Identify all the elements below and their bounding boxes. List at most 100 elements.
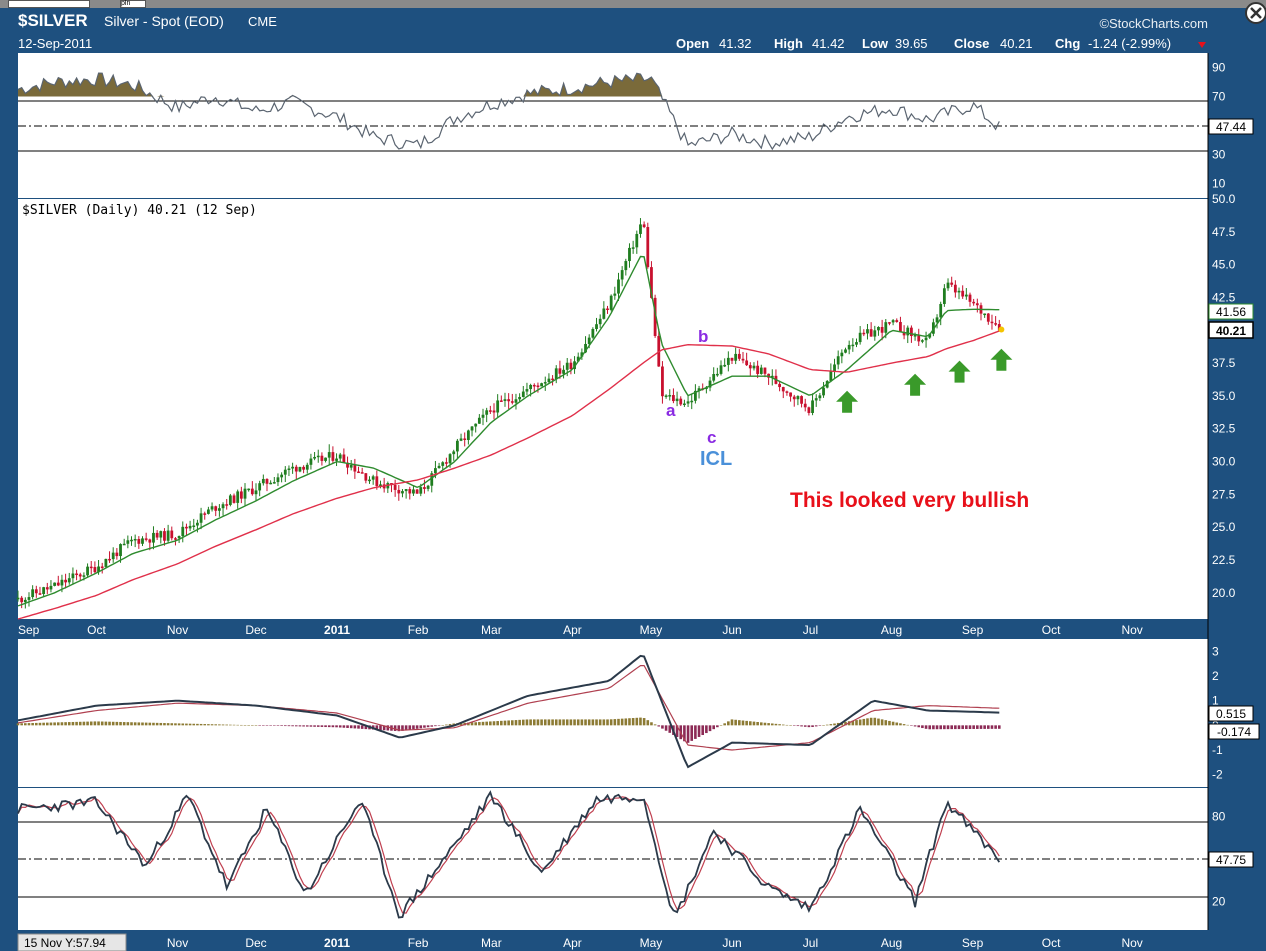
macd-histogram-bar <box>42 722 45 726</box>
toolbar-tab[interactable]: pln <box>120 0 146 8</box>
candle-body <box>111 552 115 560</box>
macd-histogram-bar <box>869 717 873 726</box>
macd-histogram-bar <box>976 725 979 729</box>
candle-body <box>401 491 404 494</box>
candle-body <box>122 543 126 546</box>
macd-histogram-bar <box>166 723 170 726</box>
macd-histogram-bar <box>617 718 620 726</box>
candle-body <box>595 324 598 330</box>
candle-body <box>82 575 86 577</box>
macd-histogram-bar <box>185 723 188 726</box>
macd-histogram-bar <box>349 725 353 729</box>
macd-histogram-bar <box>298 725 302 727</box>
macd-histogram-bar <box>716 725 719 728</box>
macd-histogram-bar <box>382 725 386 731</box>
candle-body <box>814 398 818 401</box>
macd-histogram-bar <box>199 723 203 726</box>
candle-body <box>393 485 397 490</box>
y-tick-label: 35.0 <box>1212 389 1236 403</box>
y-tick-label: 47.5 <box>1212 225 1236 239</box>
macd-histogram-bar <box>873 717 877 726</box>
candle-body <box>42 587 46 594</box>
candle-body <box>185 526 188 529</box>
macd-histogram-bar <box>104 721 108 726</box>
macd-histogram-bar <box>82 721 86 726</box>
macd-histogram-bar <box>880 719 884 726</box>
candle-body <box>415 489 419 494</box>
macd-histogram-bar <box>606 719 609 726</box>
y-tick-label: 1 <box>1212 694 1219 708</box>
candle-body <box>770 375 774 378</box>
candle-body <box>778 383 781 388</box>
up-arrow-icon <box>990 348 1013 371</box>
macd-histogram-bar <box>624 718 628 726</box>
candle-body <box>408 489 412 494</box>
candle-body <box>917 335 921 342</box>
macd-histogram-bar <box>412 725 415 730</box>
rsi-plot <box>17 72 1000 151</box>
candle-body <box>964 294 968 297</box>
x-tick-label: Jul <box>803 936 818 950</box>
candle-body <box>683 403 686 406</box>
candle-body <box>265 478 269 484</box>
macd-histogram-bar <box>45 722 49 726</box>
candle-body <box>419 487 423 494</box>
macd-histogram-bar <box>430 725 434 727</box>
candle-body <box>261 478 265 484</box>
macd-histogram-bar <box>598 719 602 726</box>
wave-label-b: b <box>698 327 708 346</box>
close-icon[interactable] <box>1250 7 1262 19</box>
y-tick-label: 30 <box>1212 148 1226 162</box>
close-label: Close <box>954 36 989 51</box>
macd-histogram-bar <box>353 725 357 729</box>
macd-histogram-bar <box>708 725 712 732</box>
candle-body <box>100 566 104 569</box>
low-label: Low <box>862 36 889 51</box>
date-label: 12-Sep-2011 <box>18 36 92 51</box>
open-label: Open <box>676 36 709 51</box>
candle-body <box>712 374 716 381</box>
macd-histogram-bar <box>745 720 748 726</box>
macd-histogram-bar <box>214 724 218 726</box>
macd-histogram-bar <box>130 722 133 726</box>
candle-body <box>298 466 302 472</box>
candle-body <box>803 403 807 408</box>
candle-body <box>49 585 53 590</box>
candle-body <box>349 465 353 468</box>
candle-body <box>269 482 273 485</box>
toolbar-input[interactable] <box>8 0 90 8</box>
candle-body <box>650 267 653 298</box>
candle-body <box>957 290 961 293</box>
candle-body <box>214 506 218 511</box>
close-button[interactable] <box>1245 2 1266 24</box>
x-tick-label: Mar <box>481 623 502 637</box>
macd-histogram-bar <box>635 717 639 726</box>
candle-body <box>913 335 917 337</box>
macd-histogram-bar <box>518 719 521 726</box>
macd-histogram-bar <box>595 719 598 726</box>
macd-histogram-bar <box>814 725 818 727</box>
candle-body <box>338 454 342 459</box>
macd-histogram-bar <box>485 721 488 726</box>
macd-histogram-bar <box>987 725 990 729</box>
macd-histogram-bar <box>126 722 130 726</box>
candle-body <box>931 322 935 334</box>
macd-histogram-bar <box>60 722 64 726</box>
low-value: 39.65 <box>895 36 928 51</box>
candle-body <box>232 495 236 503</box>
candle-body <box>221 504 225 509</box>
stoch-plot <box>17 790 1001 919</box>
x-tick-label: Dec <box>245 936 266 950</box>
candle-body <box>752 365 756 369</box>
candle-body <box>375 476 379 487</box>
macd-histogram-bar <box>207 724 210 726</box>
macd-histogram-bar <box>423 725 426 728</box>
macd-histogram-bar <box>902 724 906 726</box>
candle-body <box>792 396 796 400</box>
y-tick-label: 50.0 <box>1212 192 1236 206</box>
candle-body <box>529 384 533 390</box>
macd-histogram-bar <box>27 723 31 726</box>
macd-histogram-bar <box>532 719 536 726</box>
exchange-label: CME <box>248 14 277 29</box>
candle-body <box>108 558 111 561</box>
